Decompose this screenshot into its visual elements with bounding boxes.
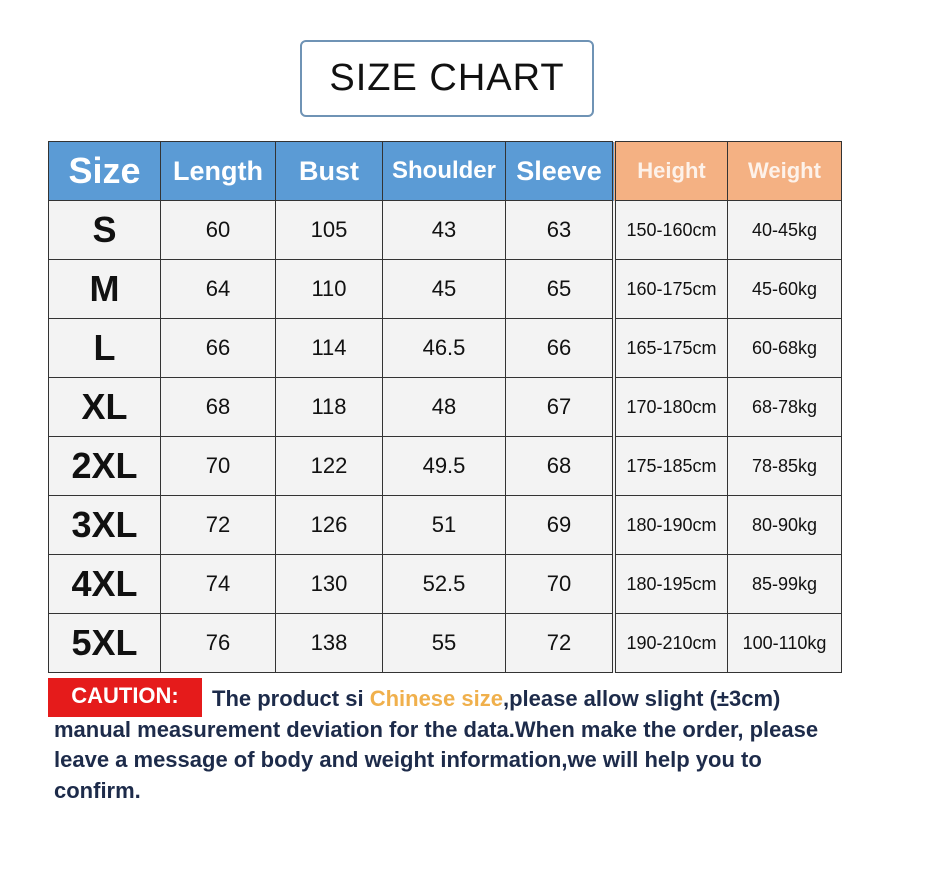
cell-height: 180-195cm: [612, 554, 728, 614]
cell-weight: 100-110kg: [727, 613, 842, 673]
cell-size: 3XL: [48, 495, 161, 555]
cell-sleeve: 70: [505, 554, 615, 614]
cell-bust: 126: [275, 495, 383, 555]
cell-sleeve: 68: [505, 436, 615, 496]
table-row: 5XL 76 138 55 72 190-210cm 100-110kg: [48, 613, 842, 673]
cell-size: XL: [48, 377, 161, 437]
cell-bust: 138: [275, 613, 383, 673]
cell-bust: 118: [275, 377, 383, 437]
cell-height: 150-160cm: [612, 200, 728, 260]
note-text-rest: ,please allow slight (±3cm) manual measu…: [54, 686, 819, 803]
cell-size: 4XL: [48, 554, 161, 614]
cell-length: 60: [160, 200, 276, 260]
cell-shoulder: 43: [382, 200, 506, 260]
cell-length: 70: [160, 436, 276, 496]
cell-size: 5XL: [48, 613, 161, 673]
cell-weight: 40-45kg: [727, 200, 842, 260]
cell-sleeve: 65: [505, 259, 615, 319]
cell-weight: 45-60kg: [727, 259, 842, 319]
header-row: Size Length Bust Shoulder Sleeve Height …: [48, 141, 842, 201]
page-title: SIZE CHART: [300, 40, 594, 117]
cell-weight: 60-68kg: [727, 318, 842, 378]
header-size: Size: [48, 141, 161, 201]
header-sleeve: Sleeve: [505, 141, 615, 201]
cell-shoulder: 49.5: [382, 436, 506, 496]
table-row: 3XL 72 126 51 69 180-190cm 80-90kg: [48, 495, 842, 555]
cell-shoulder: 46.5: [382, 318, 506, 378]
cell-length: 74: [160, 554, 276, 614]
header-shoulder: Shoulder: [382, 141, 506, 201]
cell-bust: 105: [275, 200, 383, 260]
cell-shoulder: 45: [382, 259, 506, 319]
cell-weight: 68-78kg: [727, 377, 842, 437]
cell-sleeve: 69: [505, 495, 615, 555]
cell-bust: 130: [275, 554, 383, 614]
cell-size: L: [48, 318, 161, 378]
cell-bust: 122: [275, 436, 383, 496]
table-row: XL 68 118 48 67 170-180cm 68-78kg: [48, 377, 842, 437]
cell-weight: 85-99kg: [727, 554, 842, 614]
cell-height: 160-175cm: [612, 259, 728, 319]
note-highlight: Chinese size: [369, 686, 503, 711]
table-row: 2XL 70 122 49.5 68 175-185cm 78-85kg: [48, 436, 842, 496]
cell-height: 190-210cm: [612, 613, 728, 673]
table-row: M 64 110 45 65 160-175cm 45-60kg: [48, 259, 842, 319]
cell-sleeve: 72: [505, 613, 615, 673]
cell-weight: 78-85kg: [727, 436, 842, 496]
cell-shoulder: 55: [382, 613, 506, 673]
caution-badge: CAUTION:: [48, 678, 202, 717]
note-text: The product si: [212, 686, 370, 711]
header-length: Length: [160, 141, 276, 201]
cell-length: 76: [160, 613, 276, 673]
cell-shoulder: 52.5: [382, 554, 506, 614]
cell-weight: 80-90kg: [727, 495, 842, 555]
caution-note: The product si Chinese size,please allow…: [54, 684, 854, 806]
cell-sleeve: 66: [505, 318, 615, 378]
cell-height: 180-190cm: [612, 495, 728, 555]
cell-shoulder: 48: [382, 377, 506, 437]
cell-bust: 110: [275, 259, 383, 319]
cell-sleeve: 63: [505, 200, 615, 260]
table-row: 4XL 74 130 52.5 70 180-195cm 85-99kg: [48, 554, 842, 614]
cell-bust: 114: [275, 318, 383, 378]
cell-length: 72: [160, 495, 276, 555]
cell-length: 66: [160, 318, 276, 378]
cell-length: 64: [160, 259, 276, 319]
cell-size: S: [48, 200, 161, 260]
cell-height: 170-180cm: [612, 377, 728, 437]
cell-sleeve: 67: [505, 377, 615, 437]
cell-length: 68: [160, 377, 276, 437]
cell-size: M: [48, 259, 161, 319]
cell-shoulder: 51: [382, 495, 506, 555]
cell-height: 165-175cm: [612, 318, 728, 378]
size-chart-table: Size Length Bust Shoulder Sleeve Height …: [48, 141, 842, 673]
header-height: Height: [612, 141, 728, 201]
table-row: L 66 114 46.5 66 165-175cm 60-68kg: [48, 318, 842, 378]
header-weight: Weight: [727, 141, 842, 201]
cell-size: 2XL: [48, 436, 161, 496]
table-row: S 60 105 43 63 150-160cm 40-45kg: [48, 200, 842, 260]
cell-height: 175-185cm: [612, 436, 728, 496]
header-bust: Bust: [275, 141, 383, 201]
